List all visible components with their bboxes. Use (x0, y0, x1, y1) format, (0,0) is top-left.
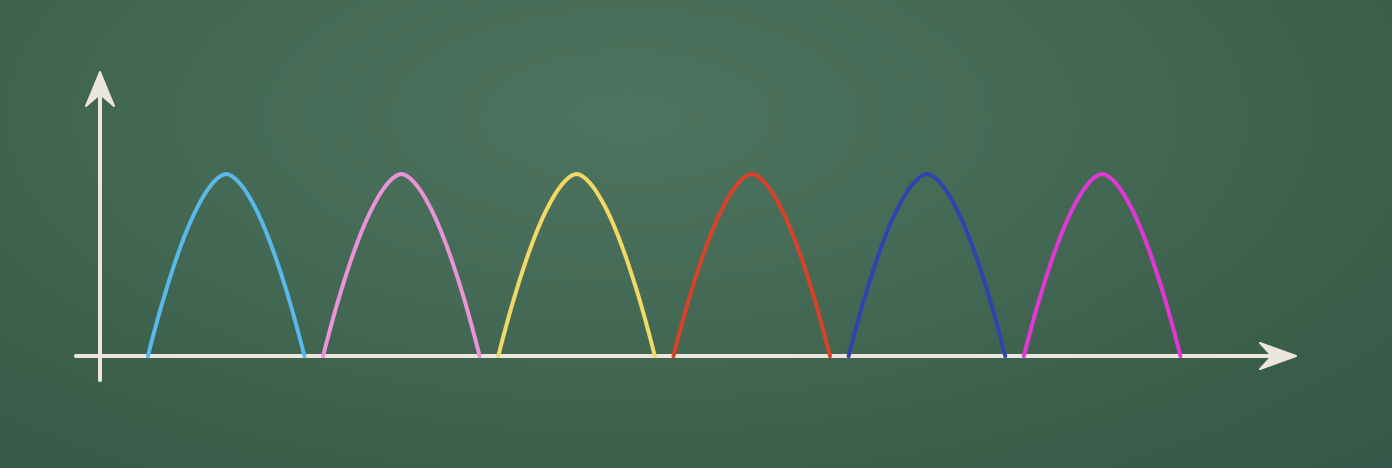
x-axis-arrow (1259, 342, 1297, 370)
series-arch-5 (846, 172, 1008, 358)
series-arch-6 (1021, 172, 1183, 358)
series-arch-4 (671, 172, 832, 358)
axes (74, 71, 1297, 382)
series-arch-3 (496, 172, 657, 358)
series-arch-2 (321, 172, 482, 358)
series-arch-1 (145, 172, 307, 358)
series-layer (145, 172, 1183, 358)
y-axis-arrow (85, 71, 115, 107)
